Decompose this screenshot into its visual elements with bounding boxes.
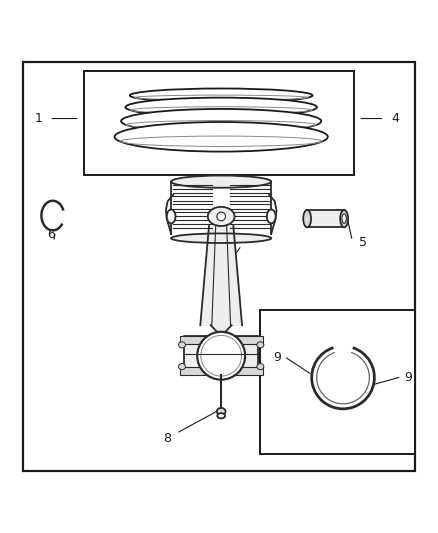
Text: 1: 1 <box>35 112 42 125</box>
Ellipse shape <box>340 210 348 228</box>
Ellipse shape <box>303 210 311 228</box>
Ellipse shape <box>257 364 264 370</box>
Ellipse shape <box>121 109 321 133</box>
Text: 9: 9 <box>273 351 281 365</box>
Ellipse shape <box>167 209 176 223</box>
Bar <box>307 210 344 228</box>
Bar <box>180 336 262 344</box>
Ellipse shape <box>257 342 264 348</box>
Ellipse shape <box>342 214 346 223</box>
Text: 4: 4 <box>391 112 399 125</box>
Bar <box>260 310 415 454</box>
Text: 5: 5 <box>359 236 367 249</box>
Bar <box>84 71 354 175</box>
Text: 6: 6 <box>47 228 55 241</box>
Ellipse shape <box>130 88 313 102</box>
Bar <box>184 336 258 375</box>
Ellipse shape <box>197 332 245 379</box>
Ellipse shape <box>125 98 317 117</box>
Text: 9: 9 <box>404 371 412 384</box>
Polygon shape <box>211 325 232 336</box>
Ellipse shape <box>171 175 271 188</box>
Ellipse shape <box>217 408 226 415</box>
Ellipse shape <box>267 209 276 223</box>
Polygon shape <box>200 226 242 325</box>
Ellipse shape <box>217 413 225 418</box>
Ellipse shape <box>171 233 271 243</box>
Bar <box>180 367 262 375</box>
Ellipse shape <box>217 212 226 221</box>
Ellipse shape <box>179 342 185 348</box>
Text: 8: 8 <box>163 432 171 445</box>
Ellipse shape <box>115 122 328 151</box>
Ellipse shape <box>179 364 185 370</box>
Ellipse shape <box>208 207 235 226</box>
Text: 7: 7 <box>213 288 221 301</box>
